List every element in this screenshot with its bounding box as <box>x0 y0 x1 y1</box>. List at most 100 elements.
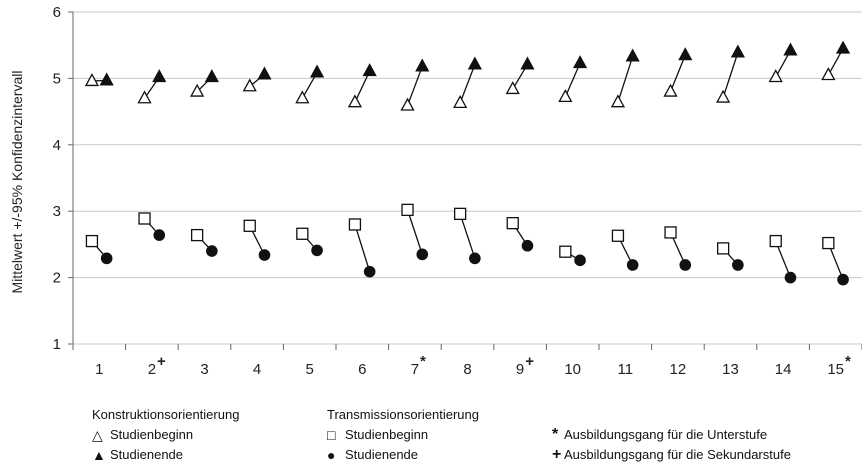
x-tick-label: 9 <box>516 361 524 378</box>
point-konstruktion-beginn <box>190 83 205 97</box>
point-konstruktion-beginn <box>453 95 468 109</box>
footnote-text-sekundarstufe: Ausbildungsgang für die Sekundarstufe <box>564 447 791 462</box>
x-tick-label: 3 <box>200 361 208 378</box>
connector-line <box>354 70 371 103</box>
point-transmission-ende <box>521 239 534 252</box>
point-konstruktion-ende <box>625 48 640 62</box>
x-tick-label: 4 <box>253 361 261 378</box>
x-tick-mark: * <box>845 353 851 370</box>
connector-line <box>406 66 423 106</box>
x-tick-label: 15 <box>827 361 844 378</box>
point-transmission-beginn <box>506 217 519 230</box>
point-transmission-beginn <box>453 207 467 221</box>
legend-konstruktion-begin: Studienbeginn <box>110 427 194 442</box>
point-konstruktion-ende <box>783 42 798 56</box>
y-tick-label: 1 <box>53 336 61 353</box>
point-konstruktion-beginn <box>242 78 257 92</box>
point-transmission-beginn <box>716 242 730 255</box>
point-konstruktion-beginn <box>137 90 152 104</box>
point-transmission-ende <box>679 259 692 271</box>
legend-konstruktion-end: Studienende <box>110 447 184 462</box>
point-transmission-ende <box>469 252 481 265</box>
point-transmission-ende <box>626 259 639 271</box>
data-marks <box>84 40 851 286</box>
point-konstruktion-beginn <box>295 90 310 104</box>
x-tick-label: 2 <box>148 361 156 378</box>
point-konstruktion-beginn <box>84 73 100 87</box>
x-tick-mark: + <box>157 353 166 370</box>
y-tick-label: 5 <box>53 70 61 87</box>
point-transmission-ende <box>416 248 429 261</box>
connector-line <box>406 209 423 255</box>
point-konstruktion-beginn <box>610 94 626 108</box>
y-tick-label: 4 <box>53 137 61 154</box>
point-transmission-beginn <box>85 234 99 248</box>
point-konstruktion-ende <box>835 40 851 54</box>
connector-line <box>722 52 739 98</box>
point-transmission-beginn <box>296 227 309 240</box>
point-konstruktion-beginn <box>347 94 363 108</box>
point-transmission-beginn <box>401 203 414 217</box>
y-tick-label: 2 <box>53 270 61 287</box>
point-transmission-ende <box>100 252 113 265</box>
x-tick-mark: * <box>420 353 426 370</box>
connector-line <box>564 62 581 98</box>
footnotes: * Ausbildungsgang für die Unterstufe + Aus… <box>552 425 791 465</box>
legend-transmission-end: Studienende <box>345 447 419 462</box>
point-transmission-ende <box>363 265 376 278</box>
point-transmission-ende <box>153 229 166 241</box>
point-transmission-ende <box>258 249 271 261</box>
x-tick-label: 1 <box>95 361 103 378</box>
point-konstruktion-beginn <box>558 89 573 103</box>
point-konstruktion-ende <box>572 55 588 69</box>
x-axis: 1 2 +3 4 5 6 7 * 8 9 +10 11 12 13 14 15 * <box>72 344 862 378</box>
point-konstruktion-ende <box>309 64 325 78</box>
connector-line <box>459 213 476 259</box>
point-konstruktion-beginn <box>663 83 678 97</box>
point-konstruktion-beginn <box>821 67 836 81</box>
point-transmission-beginn <box>611 229 625 242</box>
y-axis-label: Mittelwert +/-95% Konfidenzintervall <box>9 71 25 294</box>
x-tick-label: 7 <box>411 361 419 378</box>
x-tick-label: 10 <box>564 361 581 378</box>
point-konstruktion-ende <box>152 69 167 83</box>
legend-transmission-begin: Studienbeginn <box>345 427 429 442</box>
point-konstruktion-ende <box>467 56 482 70</box>
point-transmission-beginn <box>348 218 362 231</box>
legend-konstruktion-title: Konstruktionsorientierung <box>92 407 240 422</box>
footnote-mark-plus: + <box>552 446 562 463</box>
footnote-text-unterstufe: Ausbildungsgang für die Unterstufe <box>564 427 768 442</box>
x-tick-label: 11 <box>618 361 634 378</box>
point-transmission-ende <box>837 273 849 286</box>
point-transmission-beginn <box>769 234 782 248</box>
x-tick-mark: + <box>525 353 534 370</box>
point-konstruktion-beginn <box>716 89 731 103</box>
point-transmission-ende <box>206 245 218 257</box>
connector-line <box>354 224 371 272</box>
point-konstruktion-ende <box>730 44 745 58</box>
x-tick-label: 8 <box>463 361 471 378</box>
x-tick-label: 14 <box>775 361 792 378</box>
footnote-mark-asterisk: * <box>552 426 559 443</box>
point-transmission-beginn <box>664 226 677 239</box>
point-konstruktion-beginn <box>768 69 783 83</box>
square-open-icon: □ <box>327 427 336 443</box>
legend-konstruktion: Konstruktionsorientierung △ Studienbeginn… <box>92 405 239 465</box>
legend-transmission-title: Transmissionsorientierung <box>327 407 479 422</box>
point-transmission-ende <box>574 254 586 267</box>
point-konstruktion-beginn <box>505 81 520 95</box>
y-tick-label: 6 <box>53 4 61 21</box>
x-tick-label: 12 <box>670 361 687 378</box>
grid-lines <box>73 11 862 345</box>
point-konstruktion-ende <box>678 47 693 61</box>
point-transmission-ende <box>732 259 744 271</box>
legend-transmission: Transmissionsorientierung □ Studienbeginn… <box>327 405 479 465</box>
triangle-open-icon: △ <box>92 427 103 443</box>
point-konstruktion-ende <box>99 72 114 86</box>
point-transmission-ende <box>784 271 797 284</box>
circle-filled-icon: ● <box>327 447 336 463</box>
point-transmission-beginn <box>243 219 256 232</box>
point-konstruktion-beginn <box>400 97 415 111</box>
point-transmission-beginn <box>559 245 572 258</box>
